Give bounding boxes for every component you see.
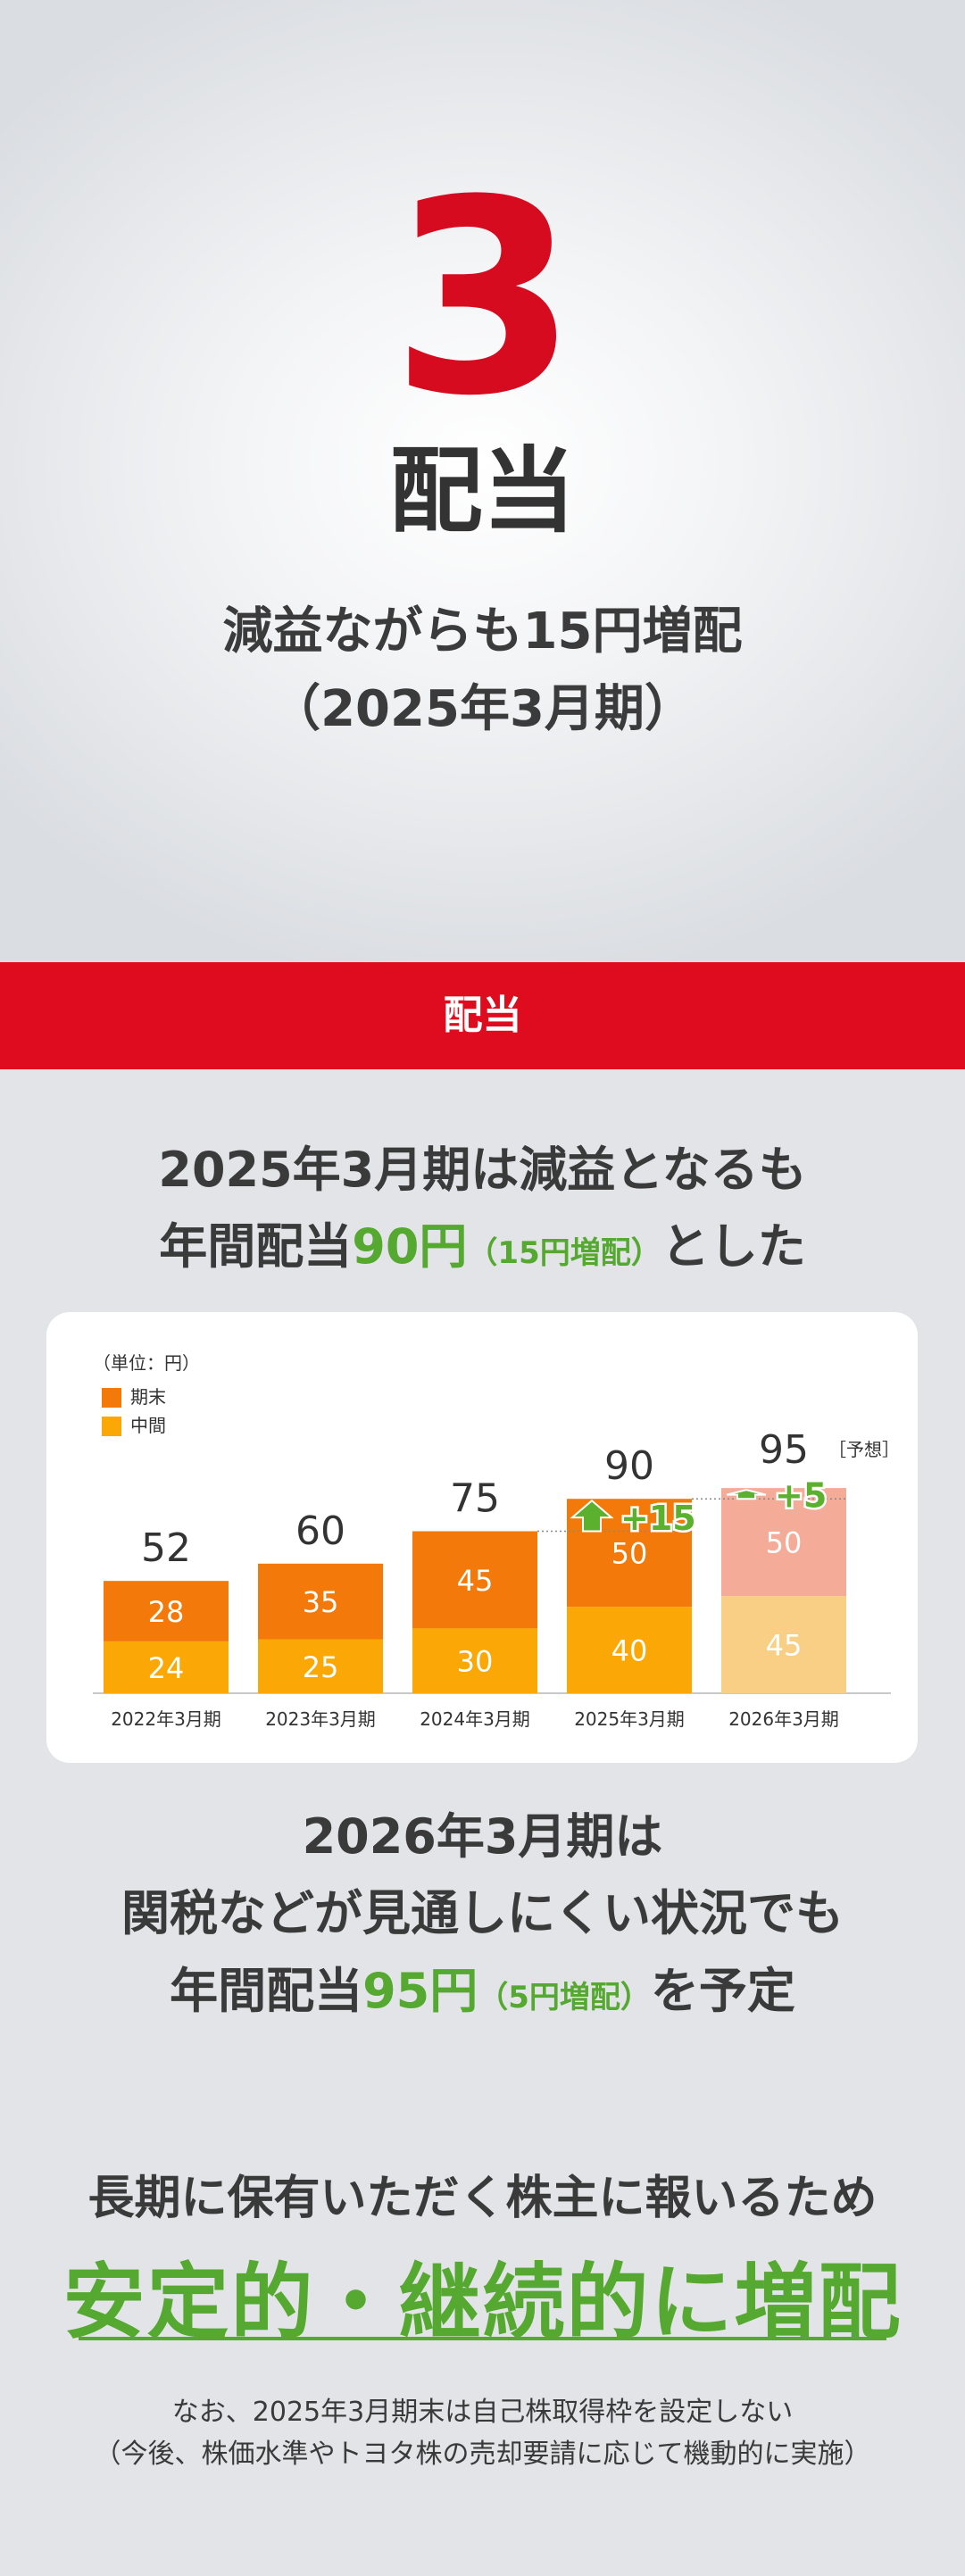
bar-interim-label-2: 30 — [457, 1645, 494, 1679]
bar-year-end-2 — [412, 1531, 537, 1629]
policy-headline: 安定的・継続的に増配 — [62, 2255, 903, 2350]
category-label-3: 2025年3月期 — [574, 1708, 685, 1730]
bar-interim-2 — [412, 1628, 537, 1693]
headline-2026-line2: 関税などが見通しにくい状況でも — [121, 1885, 844, 1942]
section-band: 配当 — [0, 962, 965, 1069]
bar-interim-1 — [258, 1639, 383, 1693]
bar-interim-label-1: 25 — [303, 1650, 339, 1684]
footnote: なお、2025年3月期末は自己株取得枠を設定しない （今後、株価水準やトヨタ株の… — [0, 2392, 965, 2475]
headline-2026-line1: 2026年3月期は — [302, 1808, 663, 1865]
headline-2026-pre: 年間配当 — [170, 1962, 363, 2019]
policy-lead: 長期に保有いただく株主に報いるため — [87, 2172, 878, 2225]
bar-total-label-1: 60 — [295, 1508, 345, 1554]
footnote-line2: （今後、株価水準やトヨタ株の売却要請に応じて機動的に実施） — [94, 2438, 871, 2470]
bar-year-end-label-1: 35 — [303, 1585, 339, 1619]
bar-interim-label-0: 24 — [148, 1651, 185, 1685]
headline-2026-amount: 95円 — [362, 1962, 478, 2019]
hero-section: 3 配当 減益ながらも15円増配 （2025年3月期） — [0, 0, 965, 962]
increase-label-1: +5 — [775, 1476, 827, 1516]
bar-total-label-4: 95 — [759, 1427, 809, 1473]
headline-2026: 2026年3月期は 関税などが見通しにくい状況でも 年間配当95円（5円増配）を… — [0, 1799, 965, 2030]
headline-2025-increase: （15円増配） — [467, 1235, 661, 1272]
increase-label-0: +15 — [620, 1499, 696, 1538]
increase-arrow-0 — [570, 1499, 614, 1533]
headline-2026-post: を予定 — [650, 1962, 795, 2019]
category-label-4: 2026年3月期 — [728, 1708, 839, 1730]
bar-total-label-0: 52 — [141, 1525, 191, 1571]
bar-interim-label-4: 45 — [766, 1629, 803, 1663]
bar-year-end-label-4: 50 — [766, 1526, 803, 1560]
footnote-line1: なお、2025年3月期末は自己株取得枠を設定しない — [171, 2397, 794, 2428]
bar-year-end-4 — [721, 1488, 846, 1597]
bar-total-label-2: 75 — [450, 1476, 500, 1522]
headline-2025: 2025年3月期は減益となるも 年間配当90円（15円増配）とした — [0, 1132, 965, 1286]
hero-title: 配当 — [389, 436, 576, 545]
bar-interim-4 — [721, 1596, 846, 1693]
legend-swatch-1 — [102, 1417, 121, 1436]
legend-swatch-0 — [102, 1388, 121, 1408]
bar-year-end-label-3: 50 — [611, 1537, 648, 1571]
bar-interim-0 — [104, 1641, 229, 1693]
hero-subtitle-line1: 減益ながらも15円増配 — [222, 602, 743, 661]
forecast-label: ［予想］ — [828, 1439, 900, 1460]
hero-subtitle-line2: （2025年3月期） — [270, 679, 695, 738]
chart-unit-label: （単位：円） — [93, 1352, 200, 1374]
category-label-0: 2022年3月期 — [111, 1708, 221, 1730]
bar-year-end-0 — [104, 1581, 229, 1641]
bar-year-end-label-2: 45 — [457, 1564, 494, 1598]
headline-2026-increase: （5円増配） — [478, 1979, 651, 2015]
chart-card: （単位：円） 期末中間 24 28 2022年3月期 52 25 35 2023年3月期 60 30… — [46, 1312, 918, 1763]
category-label-1: 2023年3月期 — [265, 1708, 376, 1730]
headline-2025-amount: 90円 — [352, 1218, 468, 1276]
section-number: 3 — [391, 143, 578, 454]
bar-year-end-label-0: 28 — [148, 1595, 185, 1629]
legend-label-1: 中間 — [130, 1415, 166, 1436]
headline-2025-post: とした — [661, 1218, 806, 1276]
headline-2026-line3: 年間配当95円（5円増配）を予定 — [0, 1953, 965, 2030]
bar-interim-3 — [567, 1607, 692, 1693]
headline-2025-line1: 2025年3月期は減益となるも — [158, 1142, 807, 1198]
policy-underline — [79, 2337, 886, 2340]
headline-2025-line2: 年間配当90円（15円増配）とした — [0, 1209, 965, 1285]
bar-interim-label-3: 40 — [611, 1634, 648, 1668]
headline-2025-pre: 年間配当 — [159, 1218, 353, 1276]
category-label-2: 2024年3月期 — [420, 1708, 530, 1730]
bar-total-label-3: 90 — [604, 1443, 654, 1489]
bar-year-end-1 — [258, 1563, 383, 1640]
hero-subtitle: 減益ながらも15円増配 （2025年3月期） — [0, 594, 965, 749]
legend-label-0: 期末 — [130, 1386, 166, 1408]
increase-arrow-1 — [726, 1489, 767, 1500]
